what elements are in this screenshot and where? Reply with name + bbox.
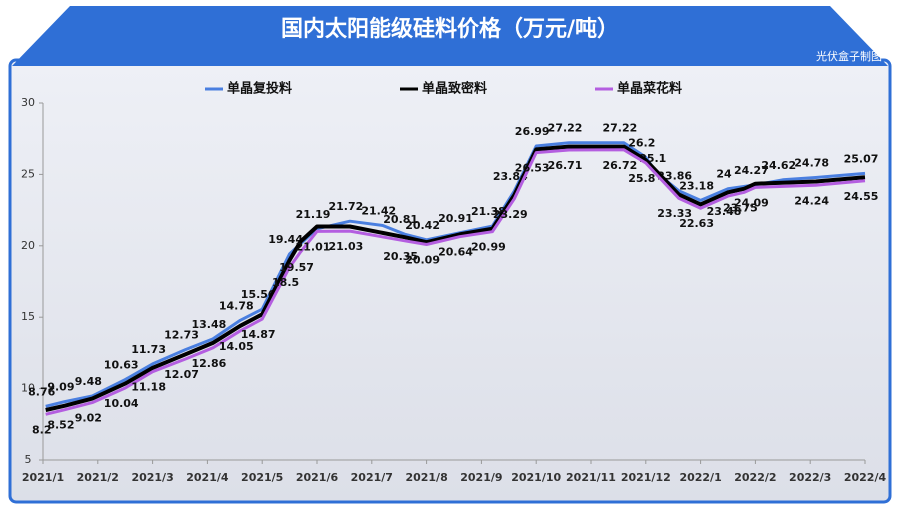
legend-label: 单晶菜花料 bbox=[617, 81, 682, 97]
data-label: 14.78 bbox=[219, 299, 254, 312]
x-tick-label: 2021/6 bbox=[296, 471, 339, 484]
data-label: 21.38 bbox=[471, 205, 506, 218]
data-label: 9.02 bbox=[75, 412, 102, 425]
series-line bbox=[45, 144, 866, 412]
data-label: 24.09 bbox=[734, 196, 769, 209]
x-tick-label: 2021/4 bbox=[186, 471, 229, 484]
x-tick-label: 2022/1 bbox=[679, 471, 721, 484]
data-label: 21.42 bbox=[361, 205, 396, 218]
data-label: 8.52 bbox=[47, 419, 74, 432]
x-tick-label: 2021/11 bbox=[566, 471, 616, 484]
data-label: 23.75 bbox=[723, 201, 758, 214]
data-label: 23.84 bbox=[493, 170, 528, 183]
chart-subtitle: 光伏盒子制图 bbox=[816, 49, 882, 63]
data-label: 11.18 bbox=[131, 381, 166, 394]
x-tick-label: 2021/10 bbox=[511, 471, 561, 484]
x-tick-label: 2021/8 bbox=[405, 471, 447, 484]
series-line bbox=[45, 148, 866, 416]
x-tick-label: 2021/1 bbox=[22, 471, 64, 484]
data-label: 25.8 bbox=[628, 172, 655, 185]
data-label: 21.72 bbox=[328, 200, 363, 213]
data-label: 18.5 bbox=[272, 276, 299, 289]
x-tick-label: 2021/3 bbox=[131, 471, 173, 484]
data-label: 21.19 bbox=[296, 208, 331, 221]
data-label: 21.03 bbox=[328, 240, 363, 253]
legend-label: 单晶致密料 bbox=[422, 81, 487, 97]
data-label: 26.72 bbox=[602, 159, 637, 172]
x-tick-label: 2021/12 bbox=[621, 471, 671, 484]
data-label: 23.48 bbox=[707, 205, 742, 218]
x-tick-label: 2022/2 bbox=[734, 471, 776, 484]
data-label: 23.33 bbox=[657, 207, 692, 220]
data-label: 20.91 bbox=[438, 212, 473, 225]
data-label: 24.24 bbox=[794, 194, 829, 207]
data-label: 20.09 bbox=[405, 254, 440, 267]
data-label: 27.22 bbox=[548, 122, 583, 135]
data-label: 27.22 bbox=[602, 122, 637, 135]
data-label: 20.64 bbox=[438, 246, 473, 259]
data-label: 26.2 bbox=[628, 136, 655, 149]
data-label: 14.87 bbox=[241, 328, 276, 341]
y-tick-label: 30 bbox=[21, 96, 35, 109]
data-label: 14.05 bbox=[219, 340, 254, 353]
header-banner bbox=[12, 6, 888, 66]
data-label: 24.62 bbox=[761, 159, 796, 172]
data-label: 25.07 bbox=[844, 152, 879, 165]
data-label: 23.18 bbox=[679, 179, 714, 192]
data-label: 26.99 bbox=[515, 125, 550, 138]
frame bbox=[8, 58, 892, 504]
data-label: 12.86 bbox=[191, 357, 226, 370]
data-label: 8.76 bbox=[28, 385, 55, 398]
data-label: 9.48 bbox=[75, 375, 102, 388]
data-label: 24 bbox=[716, 168, 732, 181]
data-label: 21.01 bbox=[296, 240, 331, 253]
y-tick-label: 20 bbox=[21, 239, 35, 252]
data-label: 12.73 bbox=[164, 329, 199, 342]
y-tick-label: 15 bbox=[21, 310, 35, 323]
x-tick-label: 2021/2 bbox=[77, 471, 119, 484]
data-label: 13.48 bbox=[191, 318, 226, 331]
x-tick-label: 2021/5 bbox=[241, 471, 283, 484]
data-label: 26.53 bbox=[515, 162, 550, 175]
x-tick-label: 2022/4 bbox=[844, 471, 887, 484]
data-label: 20.81 bbox=[383, 213, 418, 226]
y-tick-label: 25 bbox=[21, 167, 35, 180]
x-tick-label: 2021/7 bbox=[351, 471, 393, 484]
data-label: 20.35 bbox=[383, 250, 418, 263]
x-tick-label: 2021/9 bbox=[460, 471, 502, 484]
data-label: 22.63 bbox=[679, 217, 714, 230]
data-label: 9.09 bbox=[47, 381, 74, 394]
data-label: 10.04 bbox=[104, 397, 139, 410]
chart-title: 国内太阳能级硅料价格（万元/吨） bbox=[281, 16, 619, 42]
data-label: 24.55 bbox=[844, 190, 879, 203]
data-label: 20.99 bbox=[471, 241, 506, 254]
data-label: 15.56 bbox=[241, 288, 276, 301]
y-tick-label: 10 bbox=[21, 382, 35, 395]
y-tick-label: 5 bbox=[25, 453, 32, 466]
legend-label: 单晶复投料 bbox=[227, 81, 292, 97]
data-label: 19.57 bbox=[279, 261, 314, 274]
data-label: 23.29 bbox=[493, 208, 528, 221]
data-label: 12.07 bbox=[164, 368, 199, 381]
data-label: 19.44 bbox=[268, 233, 303, 246]
x-tick-label: 2022/3 bbox=[789, 471, 831, 484]
data-label: 10.63 bbox=[104, 359, 139, 372]
data-label: 26.71 bbox=[548, 159, 583, 172]
data-label: 8.2 bbox=[32, 423, 52, 436]
data-label: 20.42 bbox=[405, 219, 440, 232]
data-label: 24.78 bbox=[794, 157, 829, 170]
data-label: 11.73 bbox=[131, 343, 166, 356]
data-label: 24.27 bbox=[734, 164, 769, 177]
